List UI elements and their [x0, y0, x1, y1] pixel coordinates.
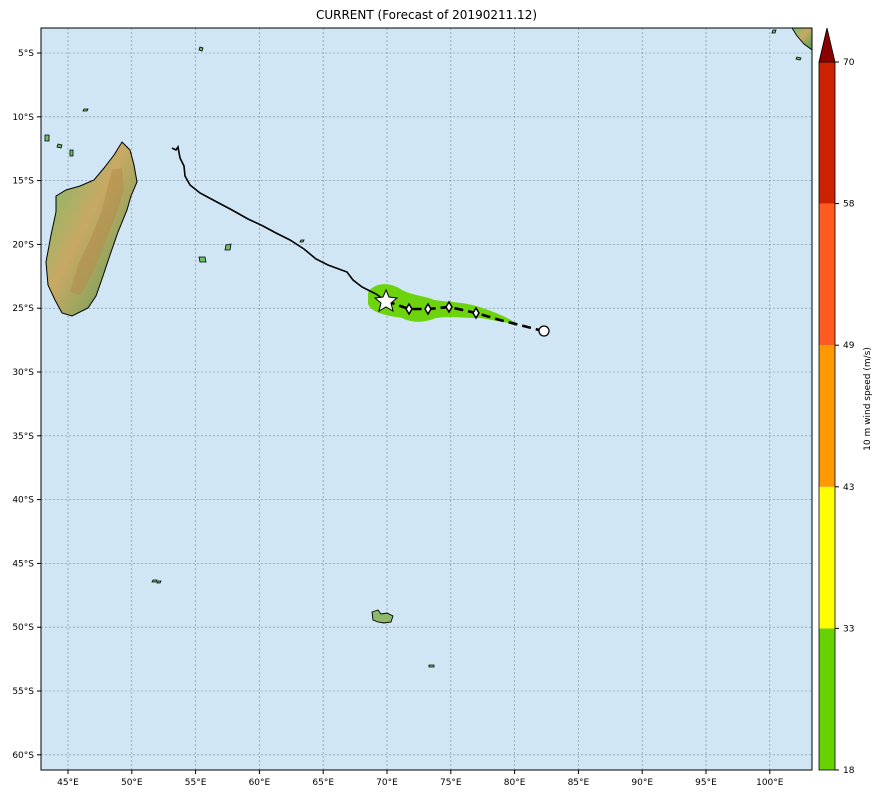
lat-tick-label: 35°S — [12, 432, 34, 442]
lat-tick-label: 45°S — [12, 559, 34, 569]
ocean-background — [41, 28, 812, 770]
colorbar-segment — [819, 345, 835, 487]
lat-tick-label: 5°S — [18, 49, 34, 59]
lon-tick-label: 95°E — [695, 778, 717, 788]
lat-tick-label: 10°S — [12, 113, 34, 123]
lon-tick-label: 55°E — [185, 778, 207, 788]
colorbar-extend-arrow — [818, 27, 836, 63]
sumatra-landmass — [791, 28, 812, 51]
colorbar-label: 10 m wind speed (m/s) — [863, 347, 873, 451]
lat-tick-label: 55°S — [12, 687, 34, 697]
lon-tick-label: 45°E — [57, 778, 79, 788]
lat-tick-label: 50°S — [12, 623, 34, 633]
lon-tick-label: 60°E — [249, 778, 271, 788]
reunion-island — [198, 256, 207, 263]
lon-tick-label: 50°E — [121, 778, 143, 788]
forecast-points — [405, 300, 480, 320]
grid-lines — [41, 28, 812, 770]
colorbar-segment — [819, 62, 835, 204]
heard-island — [428, 664, 435, 668]
diamond-icon — [472, 306, 480, 320]
lat-tick-label: 20°S — [12, 240, 34, 250]
comoros-islands — [44, 134, 74, 157]
madagascar-highlands — [70, 168, 124, 295]
crozet-islands — [151, 579, 162, 584]
lat-tick-label: 40°S — [12, 496, 34, 506]
kerguelen-islands — [371, 609, 394, 624]
longitude-axis: 45°E 50°E 55°E 60°E 65°E 70°E 75°E 80°E 85°E 90°E… — [57, 770, 784, 788]
seychelles-island — [198, 46, 204, 52]
small-island-northeast — [771, 29, 802, 61]
lat-tick-label: 60°S — [12, 751, 34, 761]
diamond-icon — [445, 300, 453, 314]
map-title: CURRENT (Forecast of 20190211.12) — [315, 8, 538, 22]
lat-tick-label: 15°S — [12, 177, 34, 187]
map-border — [40, 27, 813, 771]
colorbar-segment — [819, 486, 835, 629]
colorbar-segment — [819, 628, 835, 770]
lon-tick-label: 80°E — [504, 778, 526, 788]
lon-tick-label: 65°E — [312, 778, 334, 788]
circle-icon — [538, 325, 550, 337]
lat-tick-label: 25°S — [12, 304, 34, 314]
lat-tick-label: 30°S — [12, 368, 34, 378]
colorbar-tick-label: 70 — [843, 58, 855, 68]
wind-speed-colorbar: 18 33 43 49 58 70 — [818, 27, 855, 776]
mauritius-island — [224, 243, 232, 251]
lon-tick-label: 85°E — [568, 778, 590, 788]
small-island — [82, 108, 89, 112]
observed-track-line — [171, 144, 387, 302]
colorbar-tick-label: 43 — [843, 483, 854, 493]
latitude-axis: 5°S 10°S 15°S 20°S 25°S 30°S 35°S 40°S 45°S 50°S 5… — [12, 49, 41, 761]
colorbar-tick-label: 58 — [843, 200, 855, 210]
colorbar-tick-label: 18 — [843, 766, 855, 776]
star-icon — [373, 288, 399, 313]
rodrigues-island — [299, 239, 305, 243]
lon-tick-label: 90°E — [631, 778, 653, 788]
lon-tick-label: 75°E — [440, 778, 462, 788]
colorbar-tick-label: 33 — [843, 624, 854, 634]
colorbar-outline — [818, 61, 836, 771]
colorbar-segment — [819, 203, 835, 346]
diamond-icon — [405, 302, 413, 316]
lon-tick-label: 100°E — [756, 778, 784, 788]
diamond-icon — [424, 302, 432, 316]
colorbar-tick-label: 49 — [843, 341, 855, 351]
lon-tick-label: 70°E — [376, 778, 398, 788]
